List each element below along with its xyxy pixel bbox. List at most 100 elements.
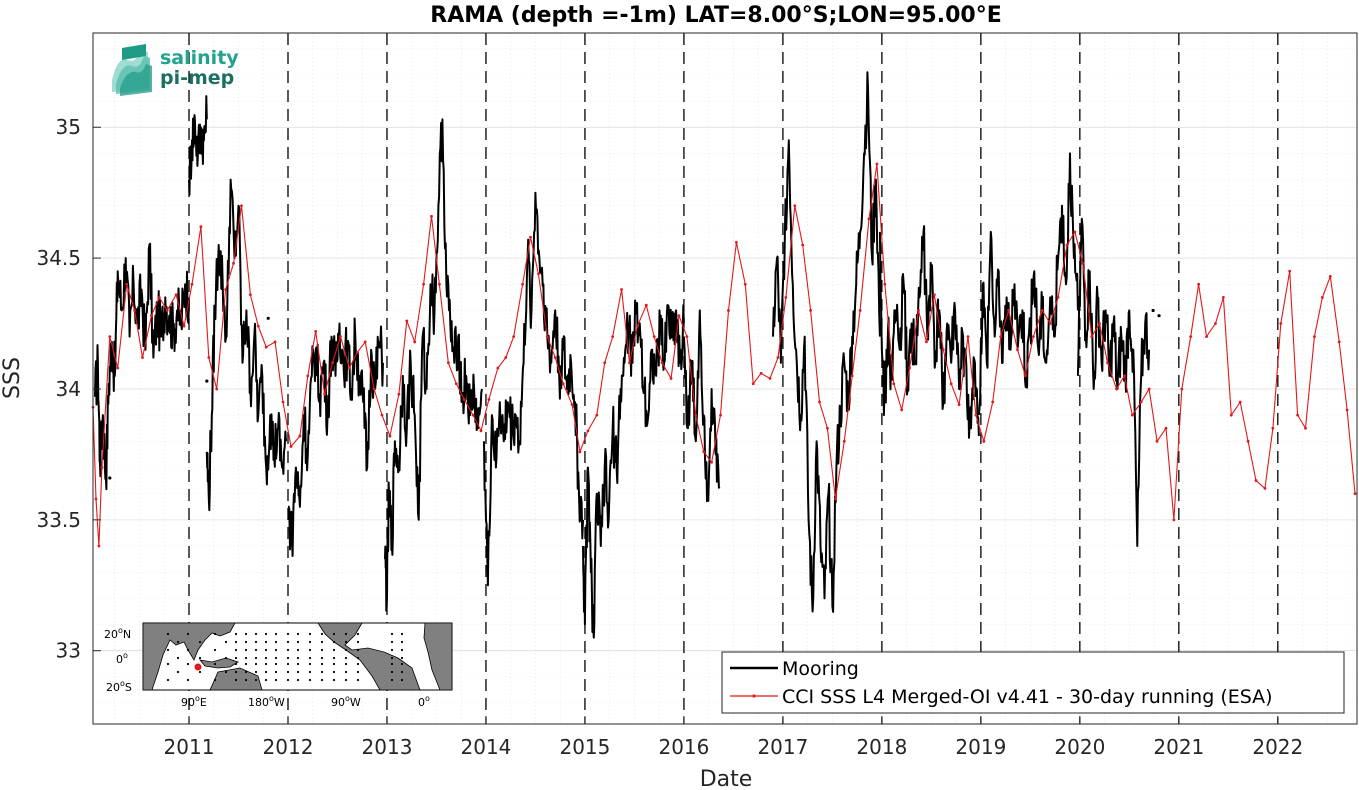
map-mooring-dot	[234, 656, 238, 660]
legend-swatch-cci-marker	[752, 694, 756, 698]
map-mooring-dot	[332, 662, 336, 666]
cci-point	[388, 434, 392, 438]
cci-point	[545, 335, 549, 339]
cci-point	[1130, 413, 1134, 417]
map-mooring-dot	[400, 640, 404, 644]
map-lon-90e: 90	[181, 696, 195, 709]
cci-point	[479, 429, 483, 433]
cci-point	[1345, 408, 1349, 412]
cci-point	[669, 377, 673, 380]
cci-point	[1180, 387, 1184, 391]
map-mooring-dot	[213, 632, 217, 636]
x-tick-label: 2012	[263, 735, 314, 759]
map-mooring-dot	[274, 648, 278, 652]
cci-point	[1328, 275, 1332, 278]
map-mooring-dot	[308, 662, 312, 666]
cci-point	[620, 288, 623, 291]
cci-point	[405, 319, 409, 323]
map-lon-0-degree: o	[425, 694, 430, 703]
cci-point	[1263, 487, 1267, 490]
cci-point	[628, 361, 631, 365]
map-mooring-dot	[166, 678, 170, 682]
cci-point	[957, 403, 961, 407]
cci-point	[875, 162, 879, 166]
map-mooring-dot	[344, 678, 348, 682]
cci-point	[512, 335, 516, 339]
map-mooring-dot	[186, 648, 190, 652]
map-mooring-dot	[356, 640, 360, 644]
map-mooring-dot	[356, 656, 360, 660]
cci-point	[833, 497, 837, 501]
cci-point	[734, 240, 738, 244]
map-mooring-dot	[166, 648, 170, 652]
map-mooring-dot	[356, 632, 360, 636]
x-tick-label: 2016	[658, 735, 709, 759]
map-mooring-dot	[356, 678, 360, 682]
map-mooring-dot	[390, 662, 394, 666]
map-land-west-africa	[423, 622, 453, 691]
legend-label-mooring: Mooring	[782, 658, 859, 680]
cci-point	[521, 282, 524, 286]
map-mooring-dot	[286, 640, 290, 644]
cci-point	[1007, 309, 1010, 312]
map-mooring-dot	[286, 678, 290, 682]
map-mooring-dot	[286, 656, 290, 660]
cci-point	[1065, 243, 1069, 247]
cci-point	[850, 374, 854, 378]
map-mooring-dot	[344, 632, 348, 636]
cci-point	[331, 361, 334, 365]
map-mooring-dot	[390, 656, 394, 660]
cci-point	[1056, 295, 1060, 299]
cci-point	[372, 387, 376, 391]
cci-point	[999, 335, 1003, 339]
map-mooring-dot	[400, 670, 404, 674]
cci-point	[1048, 322, 1052, 325]
map-mooring-dot	[213, 678, 217, 682]
map-mooring-dot	[176, 640, 180, 644]
map-mooring-dot	[286, 662, 290, 666]
svg-text:0o: 0o	[116, 651, 128, 666]
map-mooring-dot	[286, 648, 290, 652]
map-mooring-dot	[224, 670, 228, 674]
map-mooring-dot	[356, 670, 360, 674]
map-lon-90w-degree: o	[345, 694, 350, 703]
year-markers	[188, 33, 1279, 724]
cci-point	[784, 295, 788, 299]
cci-point	[125, 282, 129, 286]
cci-point	[1246, 439, 1250, 443]
map-mooring-dot	[254, 640, 258, 644]
cci-point	[207, 356, 211, 359]
mooring-line-segment	[205, 178, 287, 512]
map-location-marker	[194, 663, 202, 671]
cci-point	[1115, 387, 1118, 391]
cci-point	[1147, 387, 1151, 391]
y-axis-label: SSS	[0, 357, 25, 399]
map-mooring-dot	[254, 678, 258, 682]
cci-point	[1337, 340, 1341, 344]
mooring-point	[266, 316, 270, 320]
cci-point	[867, 217, 871, 221]
map-lon-90e-degree: o	[195, 694, 200, 703]
map-mooring-dot	[296, 648, 300, 652]
series-mooring	[94, 71, 1161, 639]
map-mooring-dot	[254, 656, 258, 660]
map-mooring-dot	[198, 670, 202, 674]
legend-label-cci: CCI SSS L4 Merged-OI v4.41 - 30-day runn…	[782, 686, 1273, 708]
mooring-line-segment	[188, 95, 208, 196]
cci-point	[1320, 295, 1324, 299]
cci-point	[1304, 426, 1307, 430]
mooring-line-segment	[977, 152, 1079, 416]
map-mooring-dot	[296, 678, 300, 682]
y-tick-label: 35	[56, 115, 81, 139]
map-mooring-dot	[254, 662, 258, 666]
map-mooring-dot	[308, 640, 312, 644]
cci-point	[570, 403, 574, 407]
map-mooring-dot	[400, 678, 404, 682]
logo-line1: salinity	[160, 47, 239, 69]
y-tick-label: 33	[56, 639, 81, 663]
map-mooring-points	[166, 632, 404, 682]
mooring-line-segment	[384, 118, 483, 612]
map-mooring-dot	[244, 670, 248, 674]
cci-point	[1040, 309, 1044, 312]
cci-point	[149, 314, 153, 318]
